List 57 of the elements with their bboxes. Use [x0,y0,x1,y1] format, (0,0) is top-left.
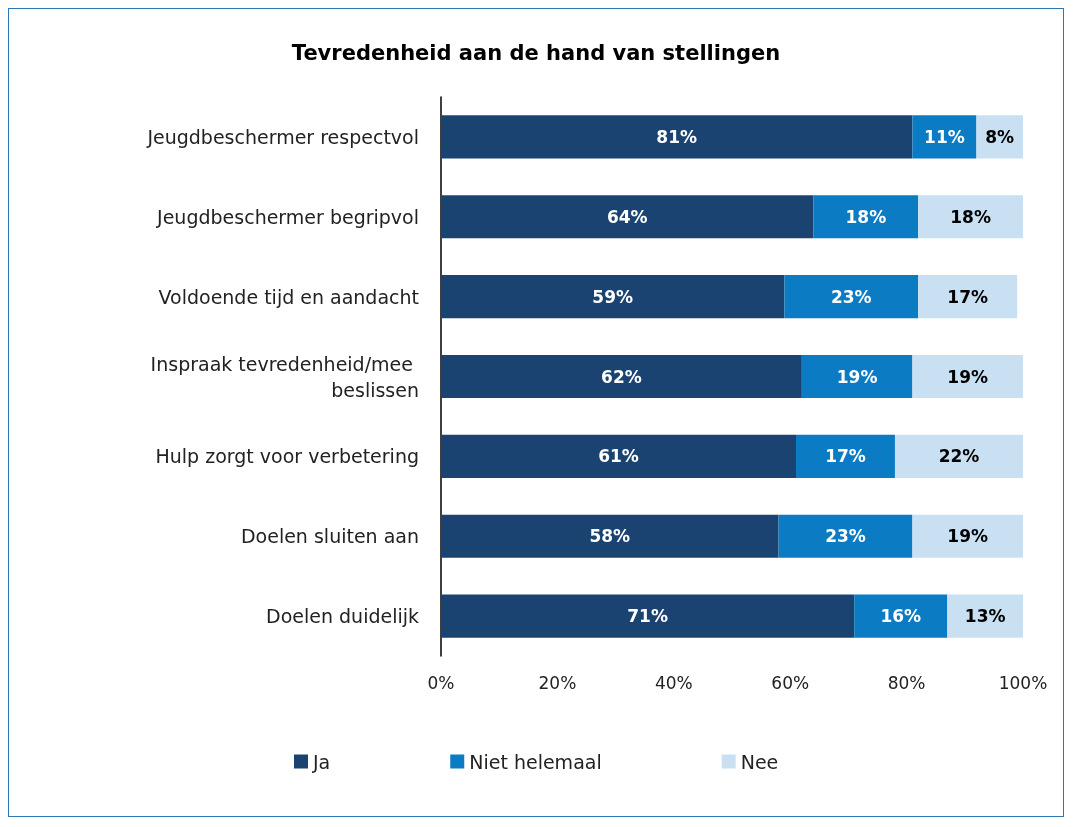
data-label: 71% [627,606,668,627]
bar [912,354,1023,399]
data-label: 18% [845,206,887,227]
data-label: 19% [947,526,989,547]
x-tick-label: 100% [998,672,1048,693]
data-label: 81% [656,126,698,147]
legend-label: Ja [312,750,331,773]
data-label: 17% [825,446,866,467]
data-label: 62% [601,366,642,387]
data-label: 59% [592,286,634,307]
data-label: 23% [825,526,866,547]
bar [854,594,948,638]
bar [918,195,1023,239]
data-label: 16% [880,606,922,627]
data-label: 17% [947,286,989,307]
y-tick-label: Doelen duidelijk [266,605,419,628]
data-label: 64% [606,206,648,227]
data-label: 11% [924,126,965,147]
x-tick-label: 40% [654,672,693,693]
bar [796,434,895,478]
bar [947,594,1023,638]
data-label: 61% [598,446,639,467]
bar [441,115,913,159]
y-tick-label: Hulp zorgt voor verbetering [155,445,419,468]
bar [784,275,919,319]
bar [894,434,1023,478]
chart-title: Tevredenheid aan de hand van stellingen [291,40,781,65]
bar [441,434,797,478]
bar [918,275,1018,319]
y-tick-label: Jeugdbeschermer begripvol [156,205,419,228]
x-tick-label: 80% [887,672,926,693]
bar [441,275,785,319]
x-tick-label: 20% [538,672,577,693]
legend-label: Niet helemaal [469,750,602,773]
bar [441,594,855,638]
y-tick-label: Doelen sluiten aan [240,525,419,548]
bar [801,354,913,399]
x-tick-label: 60% [771,672,810,693]
data-label: 8% [985,126,1015,147]
bar [441,354,802,399]
bar [813,195,919,239]
bar [778,514,913,558]
data-label: 18% [950,206,991,227]
data-label: 58% [589,526,631,547]
bar [441,195,814,239]
y-tick-label: Jeugdbeschermer respectvol [146,125,419,148]
legend-label: Nee [740,750,779,773]
data-label: 22% [938,446,980,467]
y-tick-label: Inspraak tevredenheid/mee beslissen [150,352,419,401]
data-label: 19% [947,366,989,387]
data-label: 23% [830,286,872,307]
y-tick-label: Voldoende tijd en aandacht [158,285,419,308]
bar [441,514,779,558]
bar [912,514,1023,558]
data-label: 13% [964,606,1006,627]
data-label: 19% [836,366,878,387]
x-tick-label: 0% [427,672,455,693]
